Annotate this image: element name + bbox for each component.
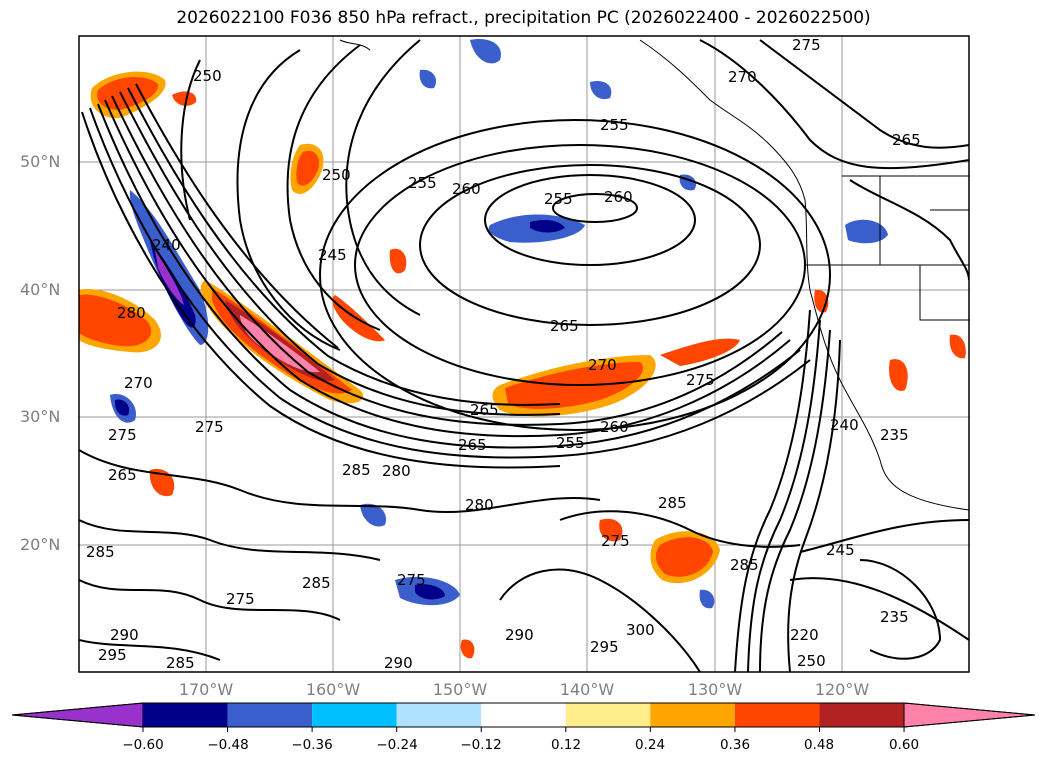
contour-label: 245 — [318, 246, 347, 264]
contour-label: 235 — [880, 608, 909, 626]
colorbar-tick-label: −0.48 — [207, 737, 249, 753]
contour-label: 240 — [152, 236, 181, 254]
contour-label: 280 — [117, 304, 146, 322]
contour-label: 265 — [892, 131, 921, 149]
colorbar-extend-max — [903, 702, 1036, 728]
latitude-label: 40°N — [20, 280, 61, 299]
colorbar-tick-label: −0.36 — [291, 737, 333, 753]
colorbar-extend-min — [11, 702, 144, 728]
colorbar-segment — [481, 703, 566, 727]
contour-label: 275 — [792, 36, 821, 54]
contour-label: 255 — [408, 174, 437, 192]
colorbar — [11, 702, 1036, 732]
contour-label: 235 — [880, 426, 909, 444]
colorbar-tick-label: 0.36 — [719, 737, 751, 753]
coastlines — [339, 39, 969, 511]
colorbar-segment — [565, 703, 651, 727]
colorbar-tick-label: 0.12 — [550, 737, 582, 753]
colorbar-segment — [227, 703, 313, 727]
colorbar-tick-label: −0.12 — [460, 737, 502, 753]
colorbar-segment — [819, 703, 905, 727]
contour-label: 265 — [550, 317, 579, 335]
contour-label: 285 — [302, 574, 331, 592]
contour-label: 275 — [226, 590, 255, 608]
contour-label: 285 — [86, 543, 115, 561]
contour-label: 285 — [730, 556, 759, 574]
longitude-label: 120°W — [814, 680, 870, 699]
contour-label: 290 — [384, 654, 413, 672]
colorbar-tick-label: −0.24 — [376, 737, 418, 753]
contour-label: 265 — [470, 401, 499, 419]
contour-label: 255 — [556, 434, 585, 452]
contour-label: 280 — [465, 496, 494, 514]
colorbar-segment — [312, 703, 397, 727]
contour-label: 250 — [322, 166, 351, 184]
contour-label: 275 — [601, 532, 630, 550]
contour-label: 265 — [458, 436, 487, 454]
longitude-label: 170°W — [178, 680, 234, 699]
colorbar-segment — [650, 703, 735, 727]
contour-label: 220 — [790, 626, 819, 644]
contour-label: 285 — [166, 654, 195, 672]
colorbar-tick-label: 0.60 — [888, 737, 920, 753]
contour-label: 285 — [342, 461, 371, 479]
contour-label-group: 250 270 275 255 265 250 255 260 255 260 … — [86, 36, 921, 672]
contour-label: 270 — [588, 356, 617, 374]
graticule — [79, 36, 969, 672]
map-title: 2026022100 F036 850 hPa refract., precip… — [176, 8, 871, 28]
contour-label: 285 — [658, 494, 687, 512]
latitude-label: 50°N — [20, 152, 61, 171]
contour-label: 270 — [728, 68, 757, 86]
contour-label: 250 — [797, 652, 826, 670]
colorbar-tick-label: 0.24 — [634, 737, 666, 753]
colorbar-tick-label: −0.60 — [122, 737, 164, 753]
contour-label: 260 — [452, 180, 481, 198]
colorbar-segment — [143, 703, 228, 727]
contour-label: 275 — [195, 418, 224, 436]
longitude-label: 130°W — [687, 680, 743, 699]
contour-label: 275 — [686, 371, 715, 389]
longitude-label: 150°W — [432, 680, 488, 699]
contour-label: 265 — [108, 466, 137, 484]
colorbar-tick-label: 0.48 — [803, 737, 835, 753]
contour-label: 300 — [626, 621, 655, 639]
contour-label: 245 — [826, 541, 855, 559]
contour-label: 275 — [108, 426, 137, 444]
contour-label: 290 — [505, 626, 534, 644]
contour-label: 295 — [590, 638, 619, 656]
precipitation-shading — [79, 39, 966, 659]
contour-label: 250 — [193, 67, 222, 85]
contour-label: 255 — [600, 116, 629, 134]
contour-label: 275 — [397, 571, 426, 589]
contour-label: 270 — [124, 374, 153, 392]
latitude-label: 20°N — [20, 535, 61, 554]
colorbar-segment — [396, 703, 482, 727]
contour-label: 260 — [604, 188, 633, 206]
contour-label: 240 — [830, 416, 859, 434]
map-frame — [78, 35, 970, 673]
contour-label: 290 — [110, 626, 139, 644]
contour-label: 280 — [382, 462, 411, 480]
contour-label: 260 — [600, 418, 629, 436]
longitude-label: 140°W — [559, 680, 615, 699]
colorbar-segment — [734, 703, 820, 727]
refractivity-contours — [79, 39, 969, 672]
latitude-label: 30°N — [20, 407, 61, 426]
longitude-label: 160°W — [305, 680, 361, 699]
contour-label: 255 — [544, 190, 573, 208]
contour-label: 295 — [98, 646, 127, 664]
